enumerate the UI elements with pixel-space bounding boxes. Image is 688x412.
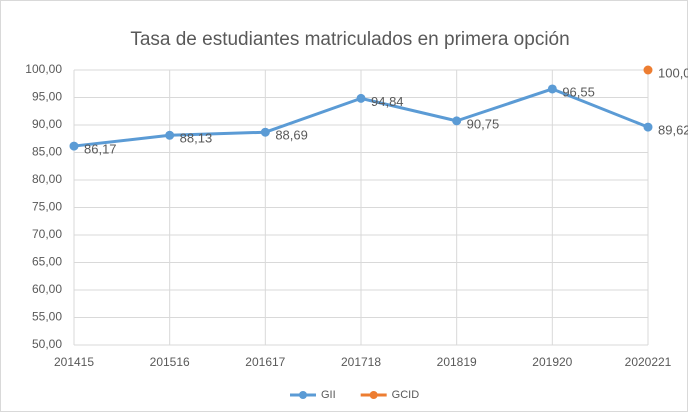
y-tick-label: 50,00 bbox=[32, 337, 62, 351]
y-tick-label: 60,00 bbox=[32, 282, 62, 296]
data-point bbox=[452, 116, 462, 126]
x-tick-label: 2020221 bbox=[625, 355, 672, 369]
y-tick-label: 80,00 bbox=[32, 172, 62, 186]
chart-title: Tasa de estudiantes matriculados en prim… bbox=[130, 29, 569, 50]
data-point bbox=[260, 127, 270, 137]
x-tick-label: 201516 bbox=[150, 355, 190, 369]
y-tick-label: 65,00 bbox=[32, 255, 62, 269]
data-label: 96,55 bbox=[562, 84, 595, 99]
x-tick-label: 201819 bbox=[437, 355, 477, 369]
x-tick-label: 201617 bbox=[245, 355, 285, 369]
data-point bbox=[643, 122, 653, 132]
data-point bbox=[547, 84, 557, 94]
data-label: 90,75 bbox=[467, 116, 500, 131]
data-point bbox=[165, 130, 175, 140]
legend-label: GCID bbox=[392, 389, 420, 401]
data-point bbox=[643, 65, 653, 75]
data-label: 94,84 bbox=[371, 94, 404, 109]
x-tick-label: 201718 bbox=[341, 355, 381, 369]
y-tick-label: 70,00 bbox=[32, 227, 62, 241]
legend-label: GII bbox=[321, 389, 336, 401]
data-label: 88,13 bbox=[180, 131, 213, 146]
y-tick-label: 90,00 bbox=[32, 117, 62, 131]
y-tick-label: 75,00 bbox=[32, 200, 62, 214]
legend-marker bbox=[369, 391, 378, 399]
data-label: 88,69 bbox=[275, 128, 308, 143]
data-label: 86,17 bbox=[84, 142, 117, 157]
x-tick-label: 201920 bbox=[532, 355, 572, 369]
y-tick-label: 100,00 bbox=[25, 62, 62, 76]
data-point bbox=[356, 93, 366, 103]
legend-marker bbox=[299, 391, 307, 399]
data-label: 100,00 bbox=[658, 65, 688, 80]
y-tick-label: 95,00 bbox=[32, 90, 62, 104]
data-point bbox=[69, 141, 79, 151]
y-tick-label: 85,00 bbox=[32, 145, 62, 159]
y-tick-label: 55,00 bbox=[32, 310, 62, 324]
data-label: 89,62 bbox=[658, 123, 688, 138]
x-tick-label: 201415 bbox=[54, 355, 94, 369]
